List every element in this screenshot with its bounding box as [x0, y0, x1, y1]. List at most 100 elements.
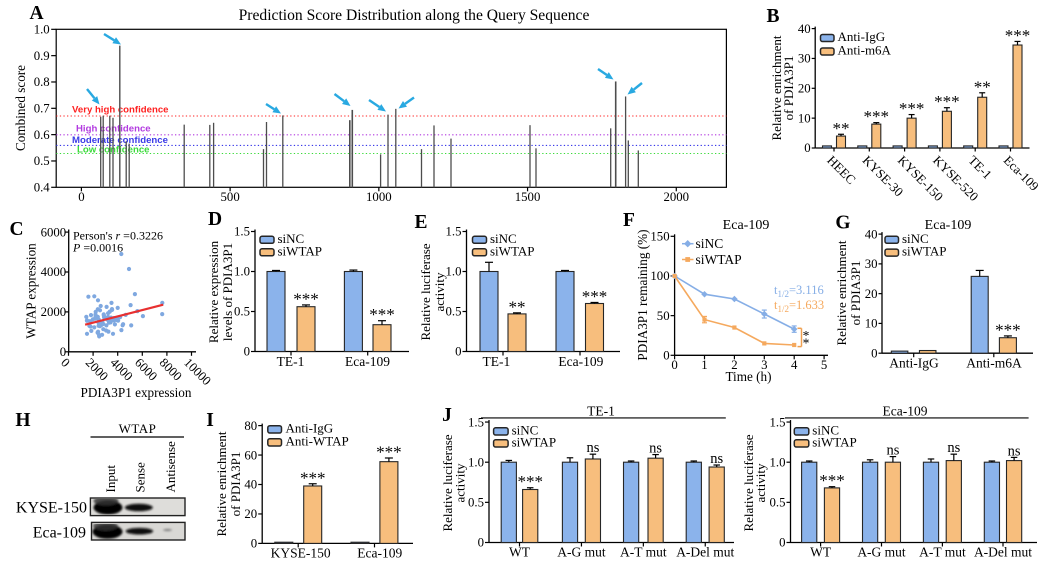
svg-text:0: 0	[671, 358, 677, 372]
svg-text:***: ***	[300, 468, 326, 487]
svg-text:1.5: 1.5	[770, 415, 786, 429]
svg-text:Anti-IgG: Anti-IgG	[889, 356, 939, 371]
svg-text:siWTAP: siWTAP	[512, 435, 556, 450]
svg-text:**: **	[509, 297, 526, 316]
svg-text:60: 60	[244, 448, 257, 462]
svg-text:PDIA3P1 expression: PDIA3P1 expression	[81, 385, 192, 400]
svg-text:1.5: 1.5	[446, 225, 462, 239]
svg-text:WTAP: WTAP	[119, 421, 157, 436]
svg-text:6000: 6000	[41, 225, 67, 239]
svg-text:Combined score: Combined score	[13, 65, 28, 151]
svg-text:2: 2	[731, 358, 737, 372]
svg-text:40: 40	[865, 227, 878, 241]
svg-text:siNC: siNC	[696, 236, 724, 251]
svg-text:1000: 1000	[366, 190, 392, 204]
svg-text:80: 80	[244, 419, 257, 433]
svg-text:0.7: 0.7	[34, 102, 51, 116]
svg-text:H: H	[15, 410, 30, 431]
svg-text:***: ***	[376, 442, 402, 461]
svg-text:WT: WT	[509, 545, 531, 560]
svg-text:1.5: 1.5	[468, 415, 484, 429]
svg-text:TE-1: TE-1	[277, 354, 305, 369]
svg-text:A-T mut: A-T mut	[919, 545, 966, 560]
svg-text:activity: activity	[753, 463, 768, 502]
svg-text:levels of PDIA3P1: levels of PDIA3P1	[220, 243, 235, 341]
svg-text:0: 0	[244, 345, 250, 359]
svg-text:F: F	[623, 210, 635, 231]
svg-text:A-Del mut: A-Del mut	[676, 545, 734, 560]
svg-text:2000: 2000	[41, 305, 67, 319]
svg-text:0.5: 0.5	[234, 305, 250, 319]
svg-text:1.5: 1.5	[234, 225, 250, 239]
svg-text:40: 40	[798, 22, 811, 36]
svg-text:of PDIA3P1: of PDIA3P1	[781, 56, 796, 121]
svg-text:PDIA3P1 remaining (%): PDIA3P1 remaining (%)	[635, 229, 650, 360]
svg-text:***: ***	[819, 471, 845, 490]
svg-text:Anti-m6A: Anti-m6A	[966, 356, 1022, 371]
svg-text:0: 0	[455, 345, 461, 359]
svg-text:***: ***	[1005, 26, 1031, 45]
svg-text:Anti-m6A: Anti-m6A	[838, 43, 892, 58]
svg-text:WTAP expression: WTAP expression	[24, 243, 39, 339]
svg-text:***: ***	[934, 92, 960, 111]
svg-text:siWTAP: siWTAP	[902, 244, 946, 259]
svg-text:A-T mut: A-T mut	[620, 545, 667, 560]
svg-text:10: 10	[798, 111, 811, 125]
svg-text:5: 5	[821, 358, 827, 372]
svg-text:*: *	[803, 328, 810, 343]
svg-text:Relative luciferase: Relative luciferase	[440, 434, 455, 531]
svg-text:0.6: 0.6	[34, 128, 51, 142]
svg-text:50: 50	[657, 309, 670, 323]
svg-text:J: J	[442, 405, 452, 426]
svg-text:20: 20	[244, 507, 257, 521]
svg-text:ns: ns	[586, 440, 599, 456]
svg-text:4: 4	[791, 358, 798, 372]
svg-text:0: 0	[871, 346, 877, 360]
svg-text:Person's r =0.3226: Person's r =0.3226	[73, 229, 163, 243]
svg-text:Eca-109: Eca-109	[345, 354, 390, 369]
svg-text:30: 30	[798, 52, 811, 66]
svg-text:WT: WT	[810, 545, 832, 560]
svg-text:siNC: siNC	[812, 423, 839, 438]
svg-text:1500: 1500	[515, 190, 541, 204]
svg-text:Time (h): Time (h)	[725, 369, 771, 384]
svg-text:Relative enrichment: Relative enrichment	[214, 431, 229, 536]
svg-text:100: 100	[650, 269, 669, 283]
svg-text:0.5: 0.5	[34, 154, 50, 168]
svg-text:1.0: 1.0	[770, 455, 786, 469]
svg-text:Anti-IgG: Anti-IgG	[838, 29, 886, 44]
svg-text:Eca-109: Eca-109	[33, 525, 86, 542]
svg-text:20: 20	[798, 82, 811, 96]
svg-text:40: 40	[244, 478, 257, 492]
svg-text:C: C	[10, 219, 24, 240]
svg-text:B: B	[766, 6, 779, 27]
svg-text:**: **	[974, 77, 991, 96]
svg-text:D: D	[208, 209, 222, 230]
svg-text:***: ***	[995, 320, 1021, 339]
svg-text:1.0: 1.0	[446, 265, 462, 279]
svg-text:G: G	[835, 213, 850, 234]
svg-text:P =0.0016: P =0.0016	[72, 241, 123, 255]
svg-text:of PDIA3P1: of PDIA3P1	[228, 452, 243, 517]
svg-text:0: 0	[251, 537, 257, 551]
svg-text:**: **	[833, 119, 850, 138]
svg-text:0.5: 0.5	[770, 496, 786, 510]
svg-text:Relative expression: Relative expression	[206, 240, 221, 343]
svg-text:3: 3	[761, 358, 767, 372]
svg-text:TE-1: TE-1	[587, 404, 615, 419]
svg-text:Eca-109: Eca-109	[925, 218, 972, 233]
svg-text:Prediction Score Distribution: Prediction Score Distribution along the …	[239, 7, 590, 24]
svg-text:30: 30	[865, 257, 878, 271]
svg-text:0: 0	[478, 536, 484, 550]
svg-text:0: 0	[78, 190, 84, 204]
svg-text:***: ***	[369, 305, 395, 324]
svg-text:2000: 2000	[663, 190, 689, 204]
svg-text:ns: ns	[886, 443, 899, 459]
svg-text:1.0: 1.0	[34, 23, 50, 37]
svg-text:Sense: Sense	[133, 462, 148, 493]
svg-text:0: 0	[804, 141, 810, 155]
svg-text:0.5: 0.5	[468, 496, 484, 510]
svg-text:siWTAP: siWTAP	[278, 243, 322, 258]
svg-text:***: ***	[899, 99, 925, 118]
svg-text:1.0: 1.0	[468, 455, 484, 469]
